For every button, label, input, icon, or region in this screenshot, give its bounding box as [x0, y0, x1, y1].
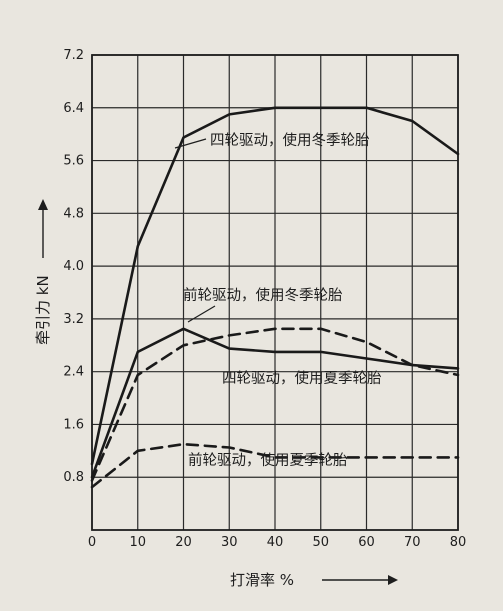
- leader-line-1: [174, 138, 207, 149]
- y-tick-label: 0.8: [63, 470, 84, 485]
- x-tick-label: 80: [450, 535, 467, 550]
- x-tick-label: 30: [221, 535, 238, 550]
- series-line-2: [90, 327, 460, 479]
- x-tick-label: 40: [267, 535, 284, 550]
- leader-line-2: [187, 305, 216, 323]
- plot-frame: [91, 54, 459, 531]
- x-tick-label: 10: [129, 535, 146, 550]
- y-axis-label: 牵引力 kN: [34, 275, 52, 345]
- x-tick-label: 60: [358, 535, 375, 550]
- y-tick-label: 2.4: [63, 365, 84, 380]
- x-tick-label: 70: [404, 535, 421, 550]
- y-tick-label: 1.6: [63, 417, 84, 432]
- series-label-1: 四轮驱动，使用冬季轮胎: [210, 132, 370, 149]
- y-tick-label: 6.4: [63, 101, 84, 116]
- y-tick-label: 4.0: [63, 259, 84, 274]
- series-label-4: 前轮驱动，使用夏季轮胎: [188, 452, 348, 469]
- x-axis-label: 打滑率 %: [230, 571, 294, 589]
- series-line-3: [90, 327, 460, 482]
- x-tick-label: 20: [175, 535, 192, 550]
- axes: 0 10 20 30 40 50 60 70 80 0.8 1.6 2.4 3.2 4.0 4.8 5.6 6.…: [63, 48, 466, 550]
- x-axis-arrow-head: [388, 575, 398, 585]
- y-tick-label: 5.6: [63, 154, 84, 169]
- series-lines: [90, 106, 460, 489]
- x-tick-label: 50: [312, 535, 329, 550]
- y-tick-label: 4.8: [63, 206, 84, 221]
- series-labels: 四轮驱动，使用冬季轮胎前轮驱动，使用冬季轮胎四轮驱动，使用夏季轮胎前轮驱动，使用…: [174, 132, 382, 469]
- series-line-4: [90, 442, 460, 489]
- y-tick-label: 3.2: [63, 312, 84, 327]
- y-axis-label-group: 牵引力 kN: [34, 199, 52, 345]
- y-tick-label: 7.2: [63, 48, 84, 63]
- x-axis-label-group: 打滑率 %: [230, 571, 398, 589]
- series-label-2: 前轮驱动，使用冬季轮胎: [183, 287, 343, 304]
- series-line-1: [90, 106, 460, 466]
- x-tick-label: 0: [88, 535, 96, 550]
- series-label-3: 四轮驱动，使用夏季轮胎: [222, 370, 382, 387]
- y-axis-arrow-head: [38, 199, 48, 210]
